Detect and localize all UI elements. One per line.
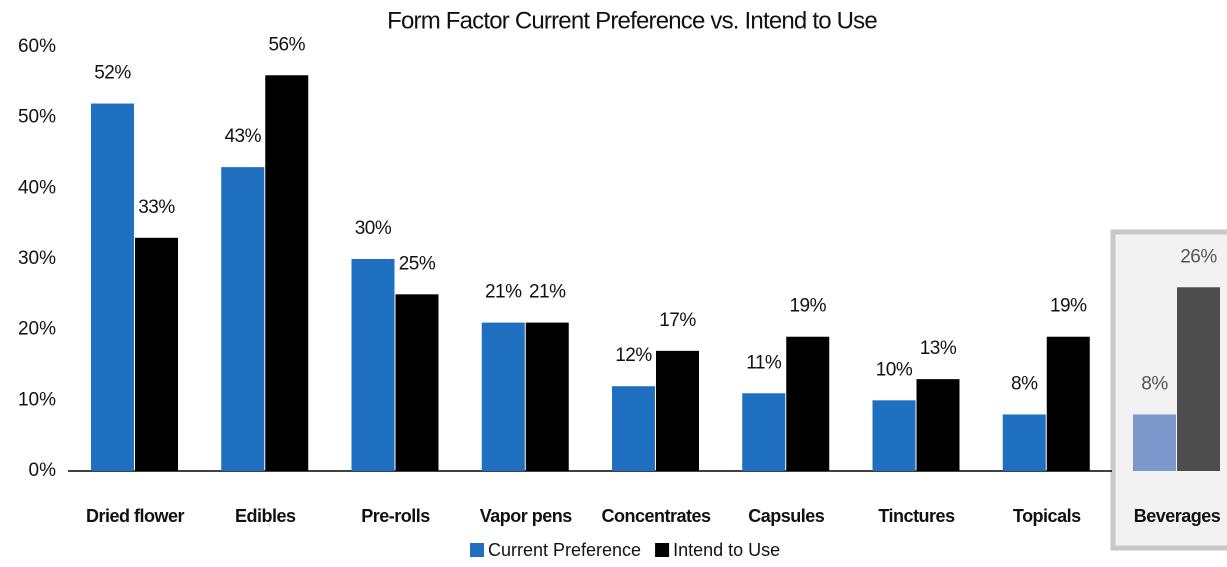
data-label: 12% bbox=[615, 345, 652, 366]
y-tick-label: 10% bbox=[18, 389, 56, 410]
legend-label: Intend to Use bbox=[673, 540, 780, 560]
x-tick-label: Tinctures bbox=[878, 506, 955, 526]
bar bbox=[612, 386, 655, 471]
bar bbox=[525, 322, 569, 471]
bar bbox=[656, 350, 699, 471]
legend-label: Current Preference bbox=[488, 540, 641, 560]
data-label: 56% bbox=[268, 34, 305, 55]
y-tick-label: 20% bbox=[18, 319, 56, 340]
bar bbox=[1133, 414, 1176, 471]
data-label: 19% bbox=[789, 296, 826, 317]
data-label: 8% bbox=[1011, 373, 1038, 394]
bar bbox=[395, 294, 439, 471]
x-tick-label: Pre-rolls bbox=[361, 506, 430, 526]
bar bbox=[221, 167, 265, 471]
bar bbox=[916, 379, 960, 471]
bar bbox=[135, 237, 178, 471]
y-tick-label: 60% bbox=[18, 36, 56, 57]
data-label: 33% bbox=[138, 197, 175, 218]
x-tick-label: Concentrates bbox=[601, 506, 711, 526]
bar bbox=[742, 393, 786, 471]
bar bbox=[1177, 287, 1220, 471]
data-label: 17% bbox=[659, 310, 696, 331]
data-label: 11% bbox=[746, 352, 782, 373]
data-label: 8% bbox=[1141, 373, 1168, 394]
data-label: 25% bbox=[399, 253, 436, 274]
bar bbox=[786, 336, 830, 471]
data-label: 21% bbox=[485, 282, 522, 303]
legend-swatch bbox=[470, 543, 484, 557]
data-label: 21% bbox=[529, 282, 566, 303]
bar bbox=[872, 400, 916, 471]
bar bbox=[265, 75, 309, 472]
bar bbox=[351, 259, 395, 471]
legend-swatch bbox=[655, 543, 670, 557]
data-label: 30% bbox=[355, 218, 392, 239]
bar bbox=[481, 322, 525, 471]
data-label: 43% bbox=[224, 126, 261, 147]
data-label: 26% bbox=[1180, 246, 1217, 267]
data-label: 52% bbox=[94, 63, 131, 84]
x-tick-label: Dried flower bbox=[86, 506, 185, 526]
y-tick-label: 50% bbox=[18, 107, 56, 128]
data-label: 19% bbox=[1050, 296, 1087, 317]
chart-title: Form Factor Current Preference vs. Inten… bbox=[387, 7, 877, 34]
y-tick-label: 40% bbox=[18, 177, 56, 198]
y-tick-label: 30% bbox=[18, 248, 56, 269]
data-label: 13% bbox=[920, 338, 957, 359]
bar bbox=[91, 103, 134, 472]
y-tick-label: 0% bbox=[29, 460, 57, 481]
x-tick-label: Beverages bbox=[1134, 506, 1221, 526]
x-tick-label: Edibles bbox=[235, 506, 296, 526]
bar bbox=[1002, 414, 1046, 471]
bar bbox=[1046, 336, 1090, 471]
data-label: 10% bbox=[876, 359, 913, 380]
x-tick-label: Capsules bbox=[748, 506, 825, 526]
x-tick-label: Topicals bbox=[1013, 506, 1081, 526]
x-tick-label: Vapor pens bbox=[480, 506, 573, 526]
